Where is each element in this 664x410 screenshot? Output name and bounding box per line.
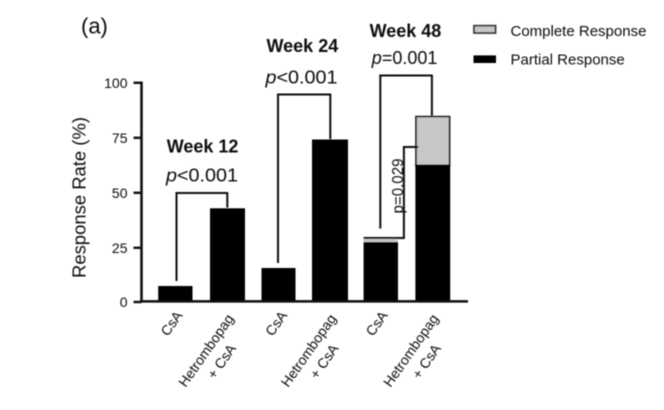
- svg-text:25: 25: [112, 240, 128, 256]
- svg-text:Week 12: Week 12: [167, 137, 239, 157]
- svg-text:Partial Response: Partial Response: [511, 52, 625, 69]
- svg-text:75: 75: [112, 130, 128, 146]
- svg-text:p<0.001: p<0.001: [165, 166, 238, 186]
- svg-text:Complete Response: Complete Response: [511, 23, 647, 40]
- svg-text:Response Rate (%): Response Rate (%): [69, 117, 90, 278]
- svg-text:Week 24: Week 24: [267, 36, 339, 56]
- svg-text:p<0.001: p<0.001: [264, 67, 337, 87]
- svg-text:50: 50: [112, 185, 128, 201]
- svg-text:(a): (a): [81, 14, 108, 39]
- svg-text:p=0.029: p=0.029: [390, 158, 407, 213]
- svg-text:0: 0: [120, 294, 128, 310]
- svg-text:100: 100: [104, 75, 128, 91]
- svg-text:p=0.001: p=0.001: [371, 48, 438, 68]
- svg-text:Week 48: Week 48: [370, 21, 442, 41]
